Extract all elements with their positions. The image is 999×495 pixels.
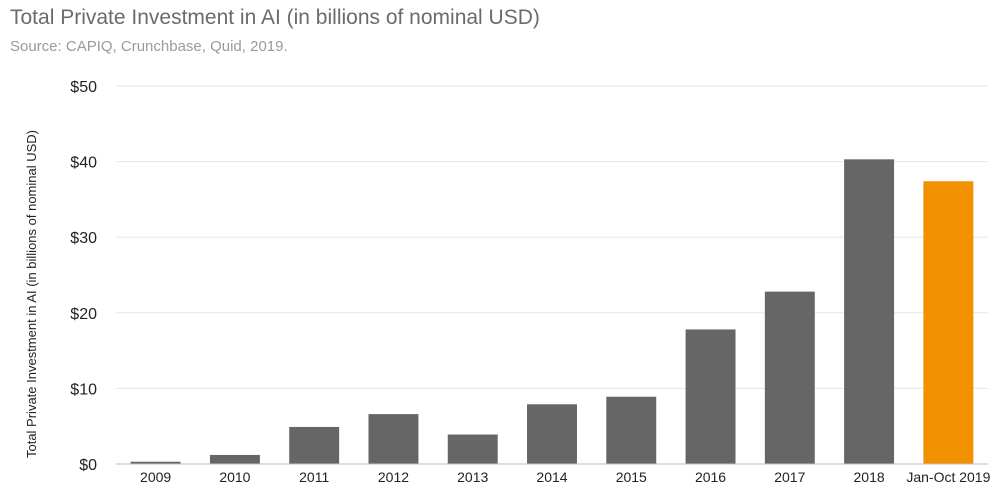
x-tick-label: 2010	[219, 469, 250, 485]
bar	[685, 329, 736, 464]
bars	[130, 159, 974, 465]
x-tick-label: Jan-Oct 2019	[906, 469, 990, 485]
x-tick-label: 2009	[140, 469, 171, 485]
gridlines	[116, 85, 988, 389]
y-tick-label: $20	[70, 306, 97, 323]
bar	[764, 291, 815, 464]
chart-subtitle: Source: CAPIQ, Crunchbase, Quid, 2019.	[10, 38, 288, 55]
bar	[289, 426, 340, 464]
bar	[447, 434, 498, 464]
y-tick-label: $0	[79, 457, 97, 474]
x-tick-label: 2014	[536, 469, 567, 485]
bar	[844, 159, 895, 464]
x-tick-label: 2018	[854, 469, 885, 485]
bar	[923, 181, 974, 465]
chart-title: Total Private Investment in AI (in billi…	[10, 6, 540, 29]
x-tick-label: 2013	[457, 469, 488, 485]
y-tick-label: $50	[70, 79, 97, 96]
y-axis-label: Total Private Investment in AI (in billi…	[24, 130, 39, 458]
y-axis-ticks: $0 $10 $20 $30 $40 $50	[70, 79, 97, 474]
y-tick-label: $30	[70, 230, 97, 247]
x-tick-label: 2011	[299, 469, 329, 485]
bar	[606, 396, 657, 464]
bar	[368, 414, 419, 464]
x-axis-ticks: 2009 2010 2011 2012 2013 2014 2015 2016 2017 2018…	[140, 469, 991, 485]
x-tick-label: 2016	[695, 469, 726, 485]
y-tick-label: $10	[70, 381, 97, 398]
x-tick-label: 2015	[616, 469, 647, 485]
bar	[130, 461, 181, 464]
x-tick-label: 2012	[378, 469, 409, 485]
y-tick-label: $40	[70, 155, 97, 172]
x-tick-label: 2017	[774, 469, 805, 485]
bar	[527, 404, 577, 464]
bar	[209, 454, 260, 464]
